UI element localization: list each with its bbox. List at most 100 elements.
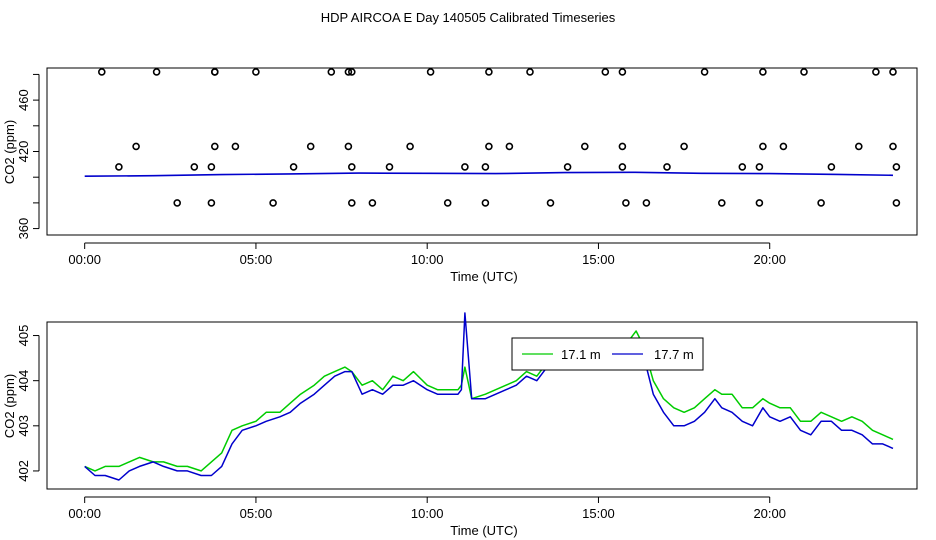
qc-point <box>344 68 353 76</box>
panel-timeseries-plot-area <box>46 321 918 490</box>
qc-point <box>485 142 493 151</box>
x-tick-label: 10:00 <box>411 506 444 521</box>
qc-point <box>755 199 764 207</box>
qc-point <box>252 68 260 76</box>
panel-timeseries: 00:00 05:00 10:00 15:00 20:00 402 403 404 405 T… <box>2 312 918 538</box>
qc-point <box>481 199 490 207</box>
panel-qc-y-axis: 360 420 460 <box>16 73 40 240</box>
y-tick-label: 403 <box>16 415 31 437</box>
panel-timeseries-x-axis: 00:00 05:00 10:00 15:00 20:00 <box>68 496 786 521</box>
qc-point <box>580 142 589 151</box>
x-tick-label: 10:00 <box>411 252 444 267</box>
series-line-17-7-m <box>84 312 894 481</box>
x-tick-label: 15:00 <box>582 506 615 521</box>
panel-qc-points <box>98 68 901 207</box>
qc-point <box>755 163 764 171</box>
qc-point <box>563 163 572 171</box>
qc-point <box>115 163 123 171</box>
qc-point <box>601 68 610 76</box>
qc-point <box>306 142 315 151</box>
qc-point <box>289 163 298 171</box>
y-tick-label: 404 <box>16 370 31 392</box>
panel-qc: 00:00 05:00 10:00 15:00 20:00 360 420 460 Time… <box>2 67 918 284</box>
panel-timeseries-series <box>84 312 894 481</box>
y-tick-label: 402 <box>16 460 31 482</box>
panel-timeseries-x-label: Time (UTC) <box>450 523 517 538</box>
x-tick-label: 20:00 <box>753 506 786 521</box>
qc-point <box>663 163 671 171</box>
qc-point <box>618 142 627 151</box>
x-tick-label: 05:00 <box>240 506 273 521</box>
qc-point <box>152 68 161 76</box>
qc-point <box>622 199 630 207</box>
qc-point <box>546 199 555 207</box>
y-tick-label: 420 <box>16 141 31 163</box>
qc-point <box>443 199 452 207</box>
qc-point <box>347 199 356 207</box>
qc-point <box>505 142 514 151</box>
qc-point <box>461 163 469 171</box>
qc-point <box>211 142 219 151</box>
panel-qc-series-line <box>84 171 894 177</box>
panel-qc-x-axis: 00:00 05:00 10:00 15:00 20:00 <box>68 242 786 267</box>
qc-point <box>347 163 356 171</box>
qc-point <box>759 142 767 151</box>
qc-point <box>889 142 897 151</box>
qc-point <box>211 68 219 76</box>
legend-label-17-1m: 17.1 m <box>561 347 601 362</box>
panel-qc-plot-area <box>46 67 918 236</box>
panel-qc-y-label: CO2 (ppm) <box>2 120 17 184</box>
y-tick-label: 405 <box>16 325 31 347</box>
qc-point <box>800 68 808 76</box>
y-tick-label: 460 <box>16 89 31 111</box>
qc-point <box>759 68 767 76</box>
qc-point <box>344 142 353 151</box>
qc-point <box>827 163 836 171</box>
panel-timeseries-y-label: CO2 (ppm) <box>2 374 17 438</box>
x-tick-label: 20:00 <box>753 252 786 267</box>
legend-label-17-7m: 17.7 m <box>654 347 694 362</box>
qc-point <box>854 142 863 151</box>
panel-timeseries-y-axis: 402 403 404 405 <box>16 325 40 482</box>
qc-point <box>207 199 216 207</box>
qc-point <box>327 68 336 76</box>
calibrated-line <box>84 171 894 177</box>
qc-point <box>190 163 199 171</box>
series-line-17-1-m <box>84 330 894 472</box>
qc-point <box>618 68 627 76</box>
x-tick-label: 15:00 <box>582 252 615 267</box>
qc-point <box>426 68 435 76</box>
figure-title: HDP AIRCOA E Day 140505 Calibrated Times… <box>321 10 616 25</box>
legend: 17.1 m 17.7 m <box>511 337 704 371</box>
qc-point <box>779 142 788 151</box>
qc-point <box>817 199 825 207</box>
qc-point <box>485 68 493 76</box>
qc-point <box>642 199 651 207</box>
qc-point <box>481 163 490 171</box>
qc-point <box>207 163 216 171</box>
qc-point <box>526 68 534 76</box>
qc-point <box>98 68 106 76</box>
qc-point <box>231 142 240 151</box>
x-tick-label: 00:00 <box>68 252 101 267</box>
qc-point <box>872 68 880 76</box>
qc-point <box>717 199 726 207</box>
x-tick-label: 05:00 <box>240 252 273 267</box>
qc-point <box>347 68 356 76</box>
qc-point <box>385 163 394 171</box>
qc-point <box>368 199 377 207</box>
qc-point <box>700 68 709 76</box>
qc-point <box>892 163 901 171</box>
qc-point <box>618 163 627 171</box>
panel-qc-x-label: Time (UTC) <box>450 269 517 284</box>
qc-point <box>889 68 897 76</box>
qc-point <box>269 199 277 207</box>
qc-point <box>892 199 901 207</box>
qc-point <box>173 199 181 207</box>
qc-point <box>132 142 140 151</box>
x-tick-label: 00:00 <box>68 506 101 521</box>
qc-point <box>680 142 688 151</box>
y-tick-label: 360 <box>16 218 31 240</box>
qc-point <box>738 163 747 171</box>
